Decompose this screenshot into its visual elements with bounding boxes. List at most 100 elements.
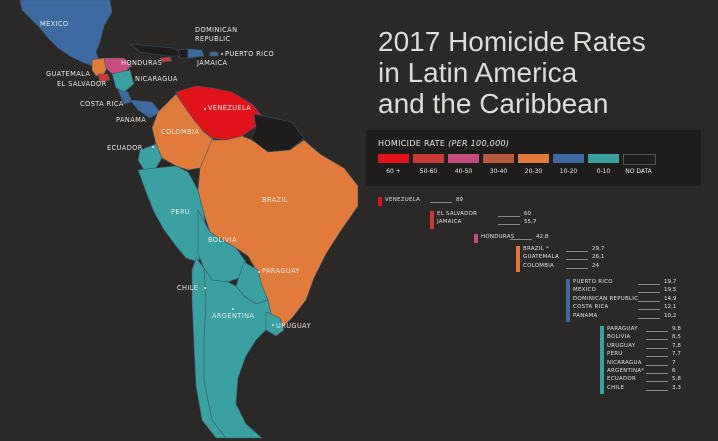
ranking-value: 29,7 — [592, 246, 605, 252]
country-cuba — [129, 43, 191, 57]
country-el-salvador — [97, 73, 111, 83]
ranking-leader-line — [566, 267, 588, 269]
legend-swatch — [518, 154, 549, 163]
ranking-leader-line — [638, 309, 660, 311]
ranking-country: COSTA RICA — [573, 304, 609, 311]
ranking-group-bar — [430, 211, 434, 229]
ranking-leader-line — [566, 259, 588, 261]
map-label-nicaragua: NICARAGUA — [135, 75, 178, 83]
legend-swatch — [448, 154, 479, 163]
ranking-country: URUGUAY — [607, 342, 636, 349]
legend-swatch — [588, 154, 619, 163]
ranking-value: 89 — [456, 197, 464, 203]
ranking-value: 26,1 — [592, 254, 605, 261]
title-line-3: and the Caribbean — [378, 88, 609, 119]
legend-swatch — [378, 154, 409, 163]
ranking-group-bar — [378, 197, 382, 207]
country-nicaragua — [111, 69, 135, 93]
ranking-group-bar — [474, 234, 478, 244]
ranking-leader-line — [646, 381, 668, 383]
country-haiti — [177, 48, 189, 59]
map-label-colombia: COLOMBIA — [161, 128, 200, 136]
ranking-country: PERU — [607, 351, 623, 358]
ranking-leader-line — [646, 331, 668, 332]
ranking-leader-line — [646, 373, 668, 374]
ranking-value: 9,8 — [672, 326, 681, 332]
map-label-peru: PERU — [171, 208, 191, 216]
ranking-value: 42,8 — [536, 234, 549, 240]
ranking-group-bar — [516, 246, 520, 273]
ranking-country: GUATEMALA — [523, 254, 559, 261]
ranking-leader-line — [646, 347, 668, 349]
ranking-value: 10,2 — [664, 312, 677, 319]
ranking-leader-line — [638, 317, 660, 319]
ranking-country: CHILE — [607, 384, 625, 391]
country-mexico — [19, 0, 113, 67]
map-dot-chile — [204, 287, 206, 289]
legend-label: 10-20 — [559, 168, 578, 175]
map-label-argentina: ARGENTINA — [212, 312, 255, 320]
map-label-ecuador: ECUADOR — [107, 144, 143, 152]
map-label-puerto-rico: PUERTO RICO — [225, 50, 275, 58]
ranking-country: JAMAICA — [437, 219, 462, 226]
ranking-value: 19,7 — [664, 279, 677, 285]
map-label-paraguay: PARAGUAY — [262, 267, 300, 275]
ranking-country: PANAMA — [573, 312, 598, 319]
ranking-value: 12,1 — [664, 304, 677, 311]
title-line-1: 2017 Homicide Rates — [378, 26, 646, 57]
ranking-country: ARGENTINA* — [607, 368, 645, 374]
ranking-leader-line — [498, 224, 520, 226]
map-label-brazil: BRAZIL — [262, 196, 288, 204]
ranking-value: 24 — [592, 262, 600, 269]
legend-swatch — [483, 154, 514, 163]
ranking-country: PARAGUAY — [607, 326, 638, 332]
map-dot-uruguay — [272, 324, 274, 326]
map-dot-ecuador — [152, 146, 154, 148]
ranking-leader-line — [510, 239, 532, 240]
legend-title: HOMICIDE RATE (PER 100,000) — [378, 139, 509, 148]
ranking-country: MEXICO — [573, 287, 597, 294]
legend-label: 20-30 — [524, 168, 543, 175]
map-label-el-salvador: EL SALVADOR — [57, 80, 107, 88]
ranking-country: HONDURAS — [481, 234, 515, 240]
ranking-leader-line — [646, 389, 668, 391]
ranking-leader-line — [646, 364, 668, 366]
ranking-value: 8,5 — [672, 334, 681, 341]
legend-label: 40-50 — [454, 168, 473, 175]
country-uruguay — [265, 311, 285, 337]
ranking-group-bar — [600, 326, 604, 395]
map-label-mexico: MEXICO — [40, 20, 69, 28]
ranking-leader-line — [498, 216, 520, 217]
map-label-dominican-republic: DOMINICAN REPUBLIC — [195, 26, 238, 43]
ranking-leader-line — [638, 300, 660, 302]
ranking-group-bar — [566, 279, 570, 322]
map-label-panama: PANAMA — [116, 116, 147, 124]
map-label-jamaica: JAMAICA — [197, 59, 228, 67]
ranking-value: 19,5 — [664, 287, 677, 294]
ranking-value: 5,8 — [672, 376, 681, 383]
legend-label: 60 + — [386, 168, 401, 175]
country-dominican-republic — [187, 48, 205, 59]
legend-title-unit: (PER 100,000) — [448, 139, 510, 148]
country-puerto-rico — [209, 51, 219, 57]
legend-label: 30-40 — [489, 168, 508, 175]
map-label-costa-rica: COSTA RICA — [80, 100, 124, 108]
map-dot-argentina — [232, 308, 234, 310]
legend-label: 50-60 — [419, 168, 438, 175]
ranking-value: 7,8 — [672, 342, 681, 349]
ranking-leader-line — [646, 339, 668, 341]
map-dot-puerto-rico — [221, 53, 223, 55]
legend-label: NO DATA — [625, 168, 652, 175]
ranking-leader-line — [638, 284, 660, 285]
ranking-value: 55,7 — [524, 219, 537, 226]
ranking-value: 3.3 — [672, 384, 681, 391]
map-label-honduras: HONDURAS — [121, 59, 163, 67]
ranking-value: 60 — [524, 211, 532, 217]
legend-swatch — [413, 154, 444, 163]
legend-title-main: HOMICIDE RATE — [378, 139, 446, 148]
ranking-leader-line — [566, 251, 588, 252]
ranking-value: 7,7 — [672, 351, 681, 358]
ranking-country: VENEZUELA — [385, 197, 421, 203]
